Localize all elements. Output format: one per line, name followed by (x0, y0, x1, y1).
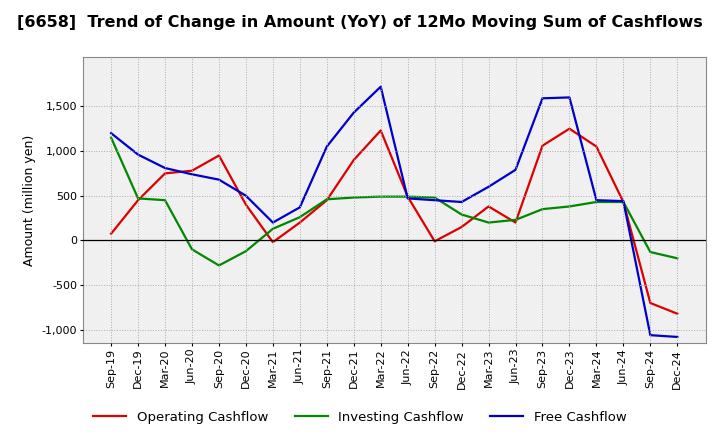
Free Cashflow (215, 177, 223, 182)
Investing Cashflow (377, 194, 385, 199)
Investing Cashflow (403, 194, 412, 199)
Operating Cashflow (431, 238, 439, 244)
Operating Cashflow (673, 311, 682, 316)
Operating Cashflow (161, 171, 169, 176)
Investing Cashflow (485, 220, 493, 225)
Free Cashflow (107, 131, 115, 136)
Free Cashflow (511, 167, 520, 172)
Free Cashflow (592, 198, 600, 203)
Investing Cashflow (188, 247, 197, 252)
Operating Cashflow (134, 198, 143, 203)
Free Cashflow (565, 95, 574, 100)
Investing Cashflow (619, 199, 628, 205)
Operating Cashflow (511, 220, 520, 225)
Investing Cashflow (646, 249, 654, 255)
Operating Cashflow (403, 194, 412, 199)
Legend: Operating Cashflow, Investing Cashflow, Free Cashflow: Operating Cashflow, Investing Cashflow, … (88, 405, 632, 429)
Free Cashflow (188, 172, 197, 177)
Operating Cashflow (269, 239, 277, 245)
Investing Cashflow (457, 212, 466, 217)
Y-axis label: Amount (million yen): Amount (million yen) (23, 135, 36, 266)
Investing Cashflow (134, 196, 143, 201)
Free Cashflow (646, 333, 654, 338)
Free Cashflow (457, 199, 466, 205)
Investing Cashflow (565, 204, 574, 209)
Investing Cashflow (295, 215, 304, 220)
Operating Cashflow (377, 128, 385, 133)
Operating Cashflow (295, 220, 304, 225)
Free Cashflow (673, 334, 682, 340)
Investing Cashflow (269, 226, 277, 231)
Investing Cashflow (592, 199, 600, 205)
Free Cashflow (242, 193, 251, 198)
Investing Cashflow (673, 256, 682, 261)
Investing Cashflow (107, 135, 115, 140)
Operating Cashflow (323, 198, 331, 203)
Operating Cashflow (188, 168, 197, 173)
Investing Cashflow (323, 197, 331, 202)
Operating Cashflow (349, 158, 358, 163)
Free Cashflow (377, 84, 385, 89)
Investing Cashflow (538, 206, 546, 212)
Investing Cashflow (349, 195, 358, 200)
Operating Cashflow (565, 126, 574, 131)
Free Cashflow (538, 95, 546, 101)
Free Cashflow (323, 144, 331, 149)
Investing Cashflow (215, 263, 223, 268)
Free Cashflow (161, 165, 169, 171)
Free Cashflow (403, 196, 412, 201)
Operating Cashflow (538, 143, 546, 148)
Free Cashflow (349, 110, 358, 115)
Operating Cashflow (646, 301, 654, 306)
Investing Cashflow (431, 195, 439, 200)
Investing Cashflow (511, 217, 520, 223)
Operating Cashflow (457, 224, 466, 230)
Free Cashflow (619, 198, 628, 204)
Operating Cashflow (215, 153, 223, 158)
Operating Cashflow (619, 199, 628, 205)
Free Cashflow (295, 205, 304, 210)
Operating Cashflow (242, 202, 251, 207)
Operating Cashflow (485, 204, 493, 209)
Free Cashflow (431, 198, 439, 203)
Investing Cashflow (161, 198, 169, 203)
Operating Cashflow (592, 144, 600, 149)
Free Cashflow (485, 184, 493, 190)
Line: Investing Cashflow: Investing Cashflow (111, 138, 678, 265)
Line: Free Cashflow: Free Cashflow (111, 87, 678, 337)
Investing Cashflow (242, 249, 251, 254)
Text: [6658]  Trend of Change in Amount (YoY) of 12Mo Moving Sum of Cashflows: [6658] Trend of Change in Amount (YoY) o… (17, 15, 703, 30)
Line: Operating Cashflow: Operating Cashflow (111, 128, 678, 314)
Free Cashflow (134, 152, 143, 157)
Operating Cashflow (107, 231, 115, 236)
Free Cashflow (269, 220, 277, 225)
